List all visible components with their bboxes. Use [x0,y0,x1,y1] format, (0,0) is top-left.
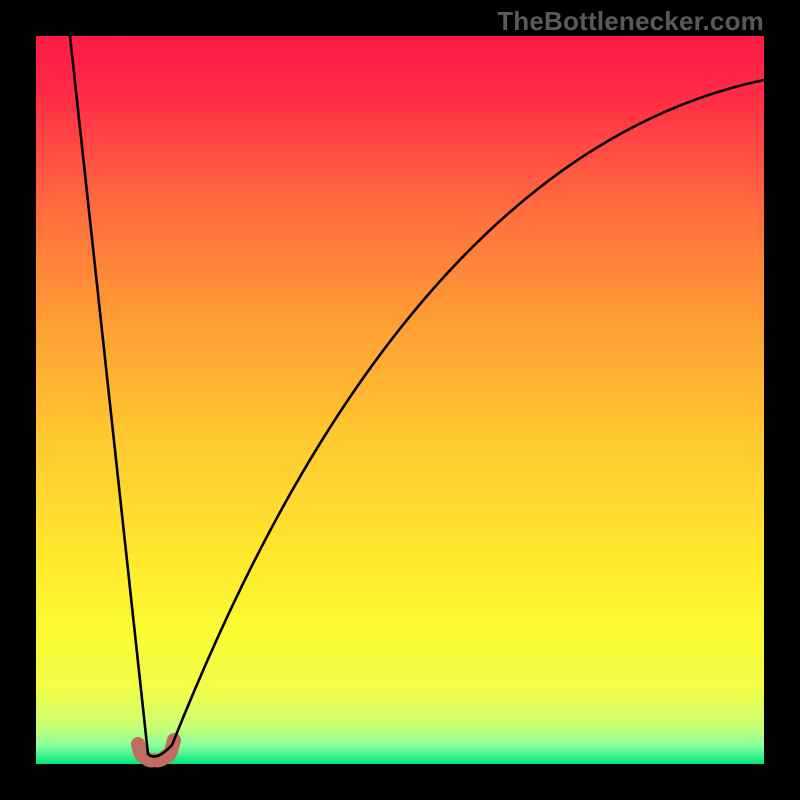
figure-root: TheBottlenecker.com [0,0,800,800]
watermark-text: TheBottlenecker.com [497,6,764,37]
plot-area [36,36,764,764]
